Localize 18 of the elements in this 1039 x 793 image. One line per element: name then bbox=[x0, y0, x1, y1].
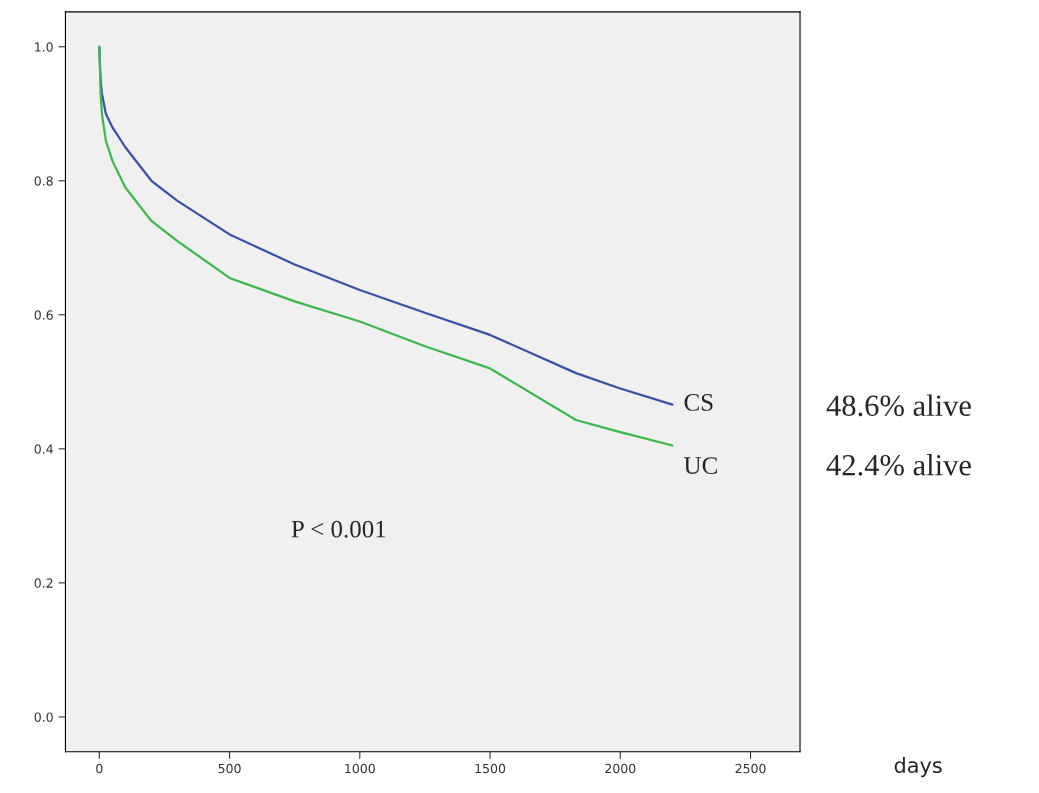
y-tick-label: 0.2 bbox=[34, 578, 53, 588]
x-tick-label: 500 bbox=[218, 763, 241, 774]
y-tick-label: 0.6 bbox=[34, 310, 53, 320]
y-tick-label: 0.8 bbox=[34, 176, 53, 186]
y-tick-label: 1.0 bbox=[35, 42, 53, 52]
x-tick-label: 2000 bbox=[605, 763, 636, 774]
annotation: CS bbox=[684, 394, 713, 411]
x-tick-label: 1500 bbox=[475, 763, 506, 774]
annotation: UC bbox=[684, 457, 717, 474]
annotation: P < 0.001 bbox=[291, 520, 386, 538]
y-tick-label: 0.4 bbox=[34, 444, 53, 454]
text: 42.4% alive bbox=[826, 454, 971, 476]
y-tick-label: 0.0 bbox=[34, 712, 53, 722]
text: 48.6% alive bbox=[826, 394, 971, 417]
x-tick-label: 1000 bbox=[345, 763, 375, 774]
x-tick-label: 2500 bbox=[735, 763, 766, 774]
x-tick-label: 0 bbox=[96, 763, 103, 774]
x-axis-title: days bbox=[894, 756, 942, 778]
